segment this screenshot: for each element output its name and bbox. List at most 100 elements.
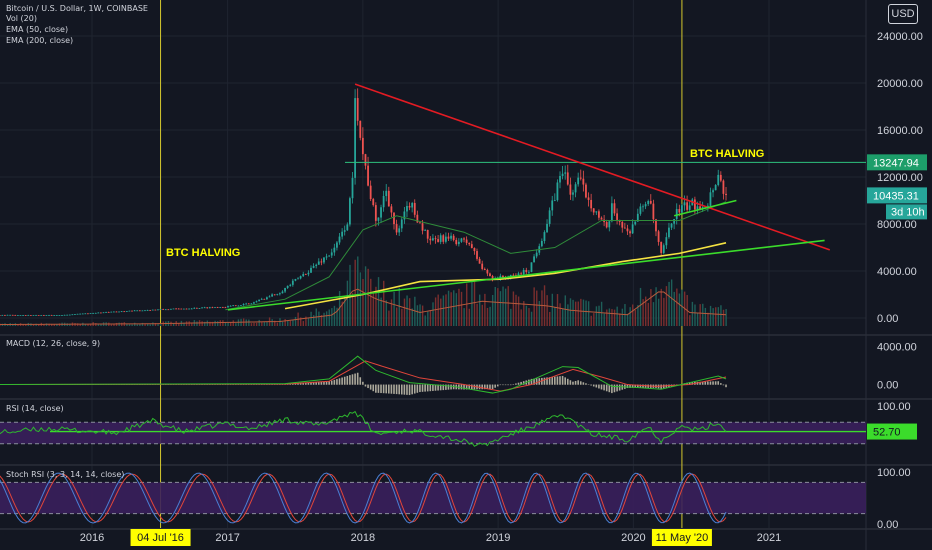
candle-body [250, 303, 253, 305]
ema200-legend[interactable]: EMA (200, close) [6, 36, 74, 45]
volume-bar [76, 323, 79, 326]
candle-body [592, 208, 595, 213]
candle-body [447, 236, 450, 239]
candle-body [642, 206, 644, 208]
candle-body [476, 251, 478, 259]
candle-body [341, 231, 344, 237]
volume-bar [707, 312, 709, 326]
candle-body [351, 177, 354, 199]
candle-body [387, 190, 390, 207]
candle-body [9, 314, 12, 316]
ascending-trendline-short[interactable] [673, 199, 737, 217]
candle-body [450, 235, 452, 239]
stoch-band [0, 482, 866, 514]
price-tick-label: 8000.00 [877, 219, 917, 231]
candle-body [364, 154, 367, 166]
candle-body [468, 242, 471, 245]
macd-hist-bar [603, 384, 605, 391]
price-tick-label: 16000.00 [877, 125, 923, 137]
volume-bar [383, 280, 385, 326]
resistance-price-label: 13247.94 [873, 157, 919, 169]
volume-bar [533, 287, 535, 326]
volume-bar [510, 308, 512, 326]
stoch-legend[interactable]: Stoch RSI (3, 3, 14, 14, close) [6, 470, 125, 479]
candle-body [37, 315, 40, 316]
macd-legend[interactable]: MACD (12, 26, close, 9) [6, 339, 101, 348]
currency-button[interactable]: USD [888, 4, 918, 24]
macd-hist-bar [299, 383, 302, 385]
volume-bar [157, 324, 159, 326]
macd-hist-bar [416, 384, 419, 393]
volume-bar [258, 319, 260, 326]
volume-bar [79, 323, 81, 326]
candle-body [247, 303, 250, 305]
volume-bar [569, 298, 572, 326]
macd-hist-bar [317, 382, 320, 385]
candle-body [123, 311, 126, 313]
candle-body [55, 315, 58, 316]
candle-body [714, 184, 717, 191]
volume-bar [585, 300, 587, 326]
candle-body [105, 312, 107, 313]
rsi-legend[interactable]: RSI (14, close) [6, 404, 64, 413]
macd-hist-bar [426, 384, 429, 392]
candle-body [460, 238, 463, 242]
candle-body [437, 239, 439, 242]
candle-body [328, 255, 331, 257]
macd-tick-label: 4000.00 [877, 342, 917, 354]
candle-body [76, 313, 79, 315]
macd-hist-bar [356, 372, 359, 385]
candle-body [40, 315, 43, 316]
candle-body [214, 307, 216, 309]
macd-hist-bar [717, 381, 720, 385]
halving-annotation-2016[interactable]: BTC HALVING [166, 247, 240, 259]
volume-bar [364, 266, 367, 326]
candle-body [478, 258, 481, 264]
candle-body [522, 269, 525, 275]
volume-bar [224, 322, 227, 326]
candle-body [665, 237, 668, 246]
ema50-legend[interactable]: EMA (50, close) [6, 25, 69, 34]
volume-bar [476, 303, 478, 326]
volume-bar [305, 316, 307, 326]
candle-body [380, 207, 382, 218]
volume-bar [281, 321, 284, 326]
candle-body [330, 252, 333, 256]
macd-hist-bar [403, 384, 406, 395]
price-tick-label: 24000.00 [877, 31, 923, 43]
volume-bar [562, 308, 564, 326]
candle-body [426, 229, 429, 239]
candle-body [473, 247, 476, 252]
macd-hist-bar [566, 378, 569, 385]
candle-body [333, 247, 336, 253]
descending-trendline[interactable] [354, 83, 831, 251]
volume-bar [556, 294, 559, 326]
symbol-legend[interactable]: Bitcoin / U.S. Dollar, 1W, COINBASE [6, 4, 148, 13]
macd-hist-bar [364, 384, 367, 387]
candle-body [6, 314, 9, 316]
candle-body [393, 212, 395, 225]
candle-body [535, 252, 538, 257]
candle-body [655, 219, 657, 232]
volume-bar [702, 303, 704, 326]
macd-hist-bar [393, 384, 395, 394]
volume-bar [388, 310, 390, 326]
volume-bar [100, 324, 102, 326]
macd-hist-bar [512, 384, 515, 385]
macd-hist-bar [496, 384, 499, 387]
volume-legend[interactable]: Vol (20) [6, 14, 37, 23]
candle-body [29, 315, 32, 316]
candle-body [175, 308, 178, 310]
halving-annotation-2020[interactable]: BTC HALVING [690, 148, 764, 160]
candle-body [258, 299, 261, 302]
volume-bar [699, 304, 701, 326]
volume-bar [333, 305, 336, 326]
candle-body [154, 309, 157, 311]
volume-bar [84, 324, 87, 326]
volume-bar [263, 322, 266, 326]
macd-hist-bar [375, 384, 377, 393]
ascending-trendline-long[interactable] [227, 239, 825, 311]
macd-hist-bar [359, 377, 362, 385]
volume-bar [274, 320, 276, 326]
